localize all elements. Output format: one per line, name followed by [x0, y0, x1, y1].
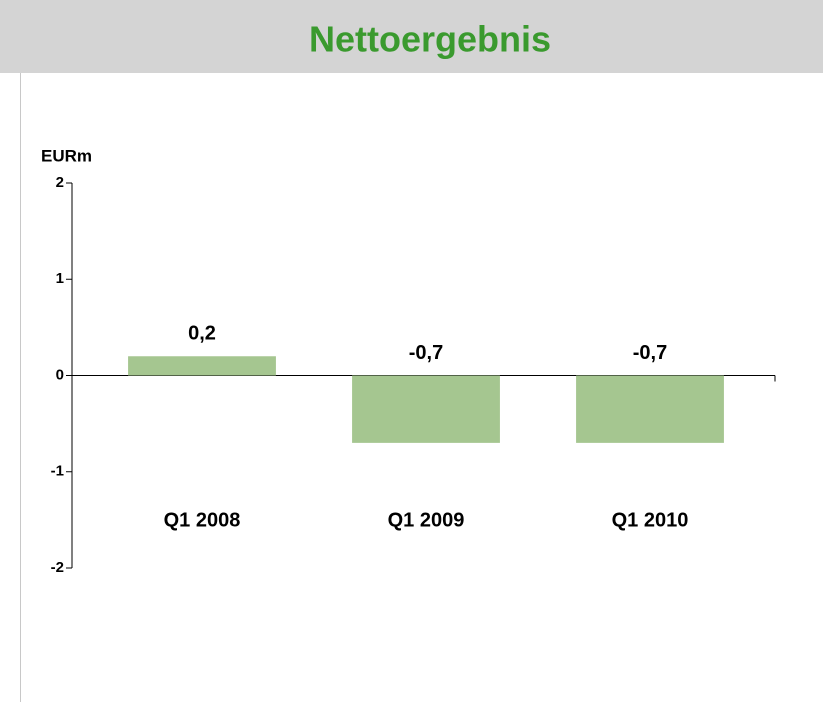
x-tick-label: Q1 2008: [164, 509, 241, 531]
value-label: -0,7: [409, 342, 443, 364]
bar: [128, 356, 276, 376]
x-tick-label: Q1 2010: [612, 509, 689, 531]
value-label: 0,2: [188, 323, 216, 345]
value-label: -0,7: [633, 342, 667, 364]
header-band: [0, 0, 823, 73]
y-tick-label: 0: [56, 366, 64, 383]
y-tick-label: 2: [56, 174, 64, 191]
y-tick-label: -2: [51, 559, 64, 576]
x-tick-label: Q1 2009: [388, 509, 465, 531]
y-tick-label: 1: [56, 270, 64, 287]
chart-title: Nettoergebnis: [309, 19, 551, 60]
y-tick-label: -1: [51, 463, 64, 480]
bar: [576, 375, 724, 443]
bar: [352, 375, 500, 443]
y-axis-label: EURm: [41, 146, 92, 165]
